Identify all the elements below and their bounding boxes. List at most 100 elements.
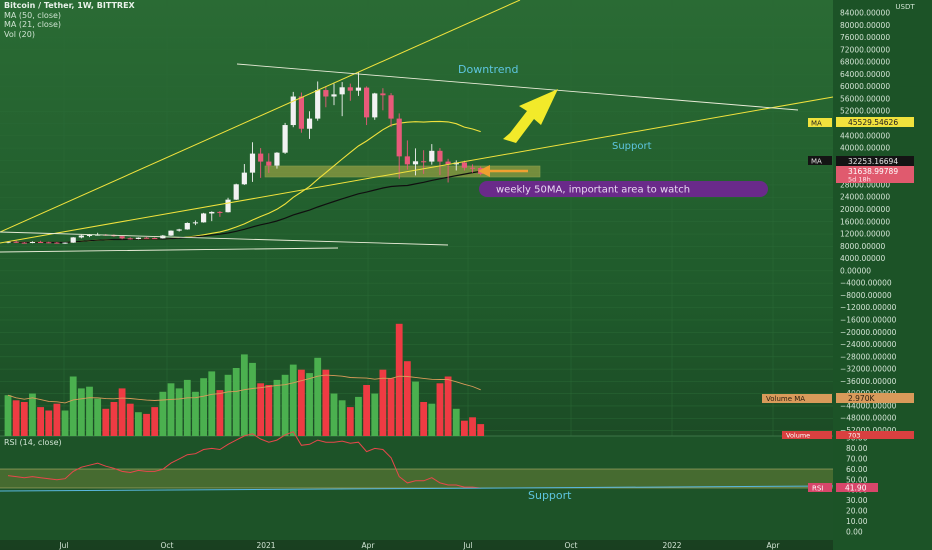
candle-body [290, 96, 296, 126]
volume-bar [403, 361, 411, 436]
candle-body [380, 93, 386, 96]
candle-body [388, 95, 394, 119]
legend-vol[interactable]: Vol (20) [4, 29, 35, 39]
volume-ma-tag-label: Volume MA [766, 395, 805, 403]
rsi-tick-label: 70.00 [846, 454, 868, 463]
volume-bar [69, 376, 77, 436]
up-arrow-icon [503, 89, 558, 143]
price-tick-label: 80000.00000 [840, 21, 890, 30]
rsi-line [7, 431, 481, 489]
rsi-tick-label: 30.00 [846, 496, 868, 505]
volume-bar [412, 381, 419, 436]
price-tick-label: −32000.00000 [840, 365, 897, 374]
candle-body [412, 161, 419, 165]
rsi-tick-label: 0.00 [846, 528, 863, 537]
volume-bar [102, 408, 110, 436]
legend-ma50[interactable]: MA (50, close) [4, 10, 62, 20]
candle-body [364, 87, 370, 118]
price-tick-label: −24000.00000 [840, 340, 897, 349]
ma-tag-low-label-bg [808, 156, 832, 165]
candle-body [127, 238, 133, 240]
candle-body [306, 118, 313, 129]
volume-bar [224, 374, 232, 436]
volume-bar [469, 417, 476, 436]
ma-tag-low: MA 32253.16694 [808, 156, 914, 166]
downtrend-line [236, 63, 799, 111]
volume-bar [428, 403, 436, 436]
volume-bar [314, 357, 322, 436]
volume-bar [379, 369, 387, 436]
price-tick-label: 24000.00000 [840, 193, 890, 202]
volume-bar [330, 393, 338, 436]
candle-body [445, 161, 451, 165]
price-tag-bg [836, 166, 914, 183]
price-tick-label: −8000.00000 [840, 291, 892, 300]
time-tick-label: 2021 [256, 541, 275, 550]
price-tick-label: 44000.00000 [840, 131, 890, 140]
volume-bar [183, 379, 191, 436]
price-tick-label: 60000.00000 [840, 82, 890, 91]
candle-body [168, 230, 174, 236]
price-tag: 31638.99789 5d 18h [836, 166, 914, 184]
volume-bar [216, 390, 224, 436]
candle-body [225, 199, 231, 213]
legend-symbol[interactable]: Bitcoin / Tether, 1W, BITTREX [4, 1, 135, 10]
candle-body [78, 235, 84, 238]
time-tick-label: Apr [767, 541, 781, 550]
price-tick-label: 68000.00000 [840, 58, 890, 67]
volume-bar [363, 385, 370, 436]
price-tick-label: 84000.00000 [840, 9, 890, 18]
downtrend-label: Downtrend [458, 63, 518, 76]
rsi-tag: RSI 41.90 [808, 483, 878, 493]
candle-body [135, 237, 141, 239]
candle-body [274, 152, 280, 166]
volume-ma-tag-bg [836, 393, 914, 403]
volume-bar [126, 403, 134, 436]
volume-bar [240, 354, 248, 436]
volume-bar [4, 395, 12, 436]
volume-bars [4, 323, 485, 436]
candle-body [217, 211, 223, 213]
legend-ma21[interactable]: MA (21, close) [4, 20, 62, 29]
price-tick-label: −52000.00000 [840, 426, 897, 435]
time-tick-label: Jul [462, 541, 472, 550]
volume-bar [200, 378, 207, 436]
volume-bar [461, 420, 468, 436]
volume-tag-bg [836, 431, 914, 439]
volume-bar [387, 378, 395, 436]
price-axis-ticks[interactable]: 84000.00000 80000.00000 76000.00000 72000.0… [840, 9, 897, 436]
price-tick-label: −4000.00000 [840, 279, 892, 288]
volume-bar [436, 383, 444, 436]
volume-tag-label-bg [782, 431, 832, 439]
volume-bar [289, 364, 297, 436]
candle-body [396, 118, 402, 157]
volume-bar [86, 386, 93, 436]
candle-body [184, 222, 190, 230]
volume-bar [37, 407, 44, 436]
price-tick-label: −20000.00000 [840, 328, 897, 337]
price-tick-label: 76000.00000 [840, 33, 890, 42]
price-tick-label: 20000.00000 [840, 205, 890, 214]
volume-bar [306, 373, 313, 436]
rsi-legend[interactable]: RSI (14, close) [4, 438, 62, 447]
candle-body [233, 184, 239, 200]
price-tick-label: 40000.00000 [840, 144, 890, 153]
volume-tag-value: 703 [848, 432, 860, 440]
candle-body [404, 156, 410, 165]
time-tick-label: Jul [58, 541, 68, 550]
price-tick-label: 28000.00000 [840, 180, 890, 189]
candle-body [21, 242, 27, 244]
candle-body [176, 229, 182, 231]
chart-legend: Bitcoin / Tether, 1W, BITTREX MA (50, cl… [4, 1, 135, 39]
price-tick-label: 0.00000 [840, 266, 871, 275]
support-label: Support [612, 141, 652, 152]
ma-tag-top-bg [836, 117, 914, 127]
ma-tag-low-bg [836, 156, 914, 166]
time-axis-labels[interactable]: Jul Oct 2021 Apr Jul Oct 2022 Apr [58, 541, 780, 550]
price-tick-label: 4000.00000 [840, 254, 886, 263]
price-axis-unit: USDT [895, 3, 915, 11]
price-tick-label: 72000.00000 [840, 45, 890, 54]
volume-ma-tag-label-bg [762, 394, 832, 403]
